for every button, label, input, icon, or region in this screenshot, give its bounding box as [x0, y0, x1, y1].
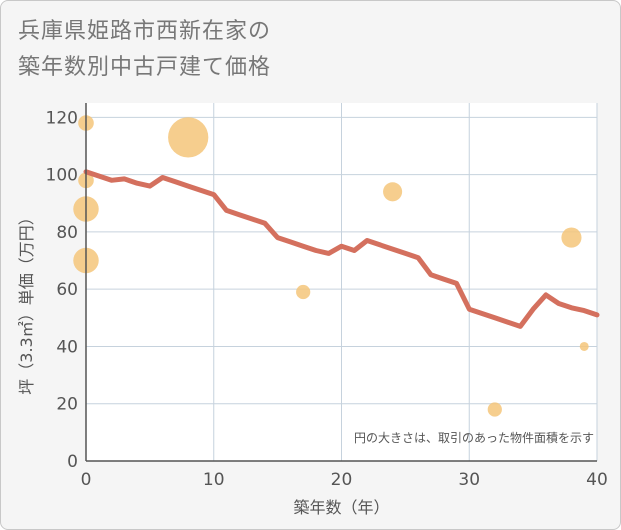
x-tick-label: 10 — [203, 470, 225, 490]
y-axis-label: 坪（3.3㎡）単価（万円） — [17, 209, 36, 394]
y-tick-label: 120 — [46, 108, 78, 128]
price-trend-line — [83, 169, 600, 329]
y-tick-label: 80 — [56, 223, 78, 243]
x-tick-label: 30 — [458, 470, 480, 490]
bubble-point — [296, 284, 311, 300]
axes: 0 20 40 60 80 100 120 0 10 20 30 40 — [46, 103, 608, 490]
price-line-series — [83, 169, 600, 329]
y-tick-label: 20 — [56, 395, 78, 415]
x-tick-label: 20 — [331, 470, 353, 490]
y-tick-label: 0 — [67, 452, 78, 472]
y-tick-label: 100 — [46, 166, 78, 186]
bubble-point — [383, 182, 403, 202]
x-tick-label: 0 — [81, 470, 92, 490]
chart-title-line-1: 兵庫県姫路市西新在家の — [18, 19, 272, 44]
bubble-point — [168, 117, 209, 158]
chart-title: 兵庫県姫路市西新在家の 築年数別中古戸建て価格 — [18, 14, 271, 86]
y-tick-label: 40 — [56, 337, 78, 357]
bubble-point — [561, 227, 582, 248]
bubble-size-note: 円の大きさは、取引のあった物件面積を示す — [354, 430, 594, 445]
x-tick-label: 40 — [586, 470, 608, 490]
y-tick-label: 60 — [56, 280, 78, 300]
bubble-series — [73, 115, 589, 417]
bubble-point — [487, 402, 502, 417]
chart-title-line-2: 築年数別中古戸建て価格 — [18, 55, 272, 80]
gridlines — [86, 103, 598, 461]
bubble-point — [579, 341, 589, 351]
x-axis-label: 築年数（年） — [293, 498, 389, 517]
